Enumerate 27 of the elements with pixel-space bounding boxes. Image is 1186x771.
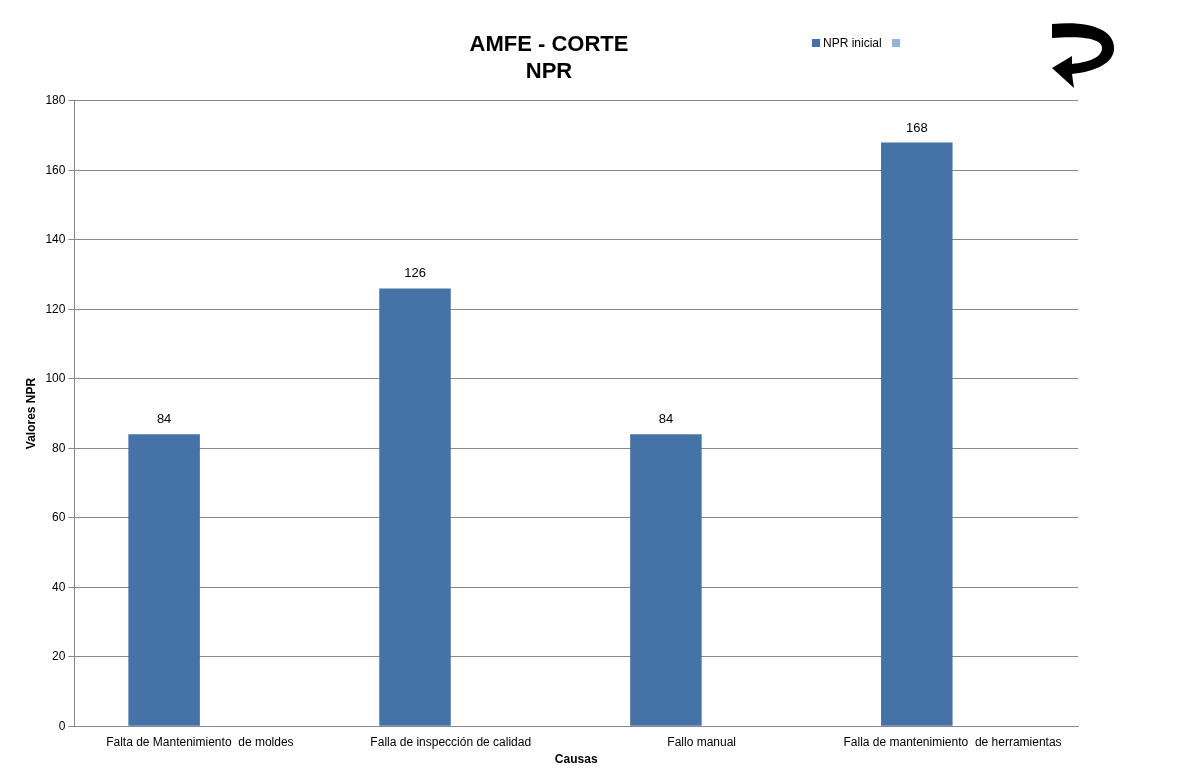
x-tick-label: Falla de mantenimiento de herramientas xyxy=(843,734,1062,749)
y-axis-title: Valores NPR xyxy=(23,377,38,450)
x-axis-title: Causas xyxy=(554,752,598,767)
data-label: 126 xyxy=(404,265,426,281)
y-tick-label: 60 xyxy=(52,510,66,525)
legend-label: NPR inicial xyxy=(823,36,882,50)
y-tick-label: 140 xyxy=(45,232,66,247)
y-tick-label: 160 xyxy=(45,162,66,177)
bar xyxy=(630,434,702,726)
chart-title: AMFE - CORTE xyxy=(469,31,629,57)
chart-subtitle: NPR xyxy=(525,57,573,83)
data-label: 84 xyxy=(658,411,674,427)
y-tick-label: 40 xyxy=(52,579,66,594)
data-label: 168 xyxy=(905,119,928,135)
y-tick-label: 20 xyxy=(52,649,66,664)
data-label: 84 xyxy=(156,411,172,427)
y-tick-label: 180 xyxy=(45,93,66,108)
x-tick-label: Falta de Mantenimiento de moldes xyxy=(106,734,294,749)
y-tick-label: 0 xyxy=(58,718,66,733)
x-tick-label: Falla de inspección de calidad xyxy=(370,734,532,749)
y-tick-label: 100 xyxy=(45,371,66,386)
x-tick-label: Fallo manual xyxy=(667,734,737,749)
bar xyxy=(128,434,200,726)
bar xyxy=(379,288,451,726)
y-tick-label: 120 xyxy=(45,301,66,316)
y-tick-label: 80 xyxy=(52,440,66,455)
bar xyxy=(881,142,953,726)
